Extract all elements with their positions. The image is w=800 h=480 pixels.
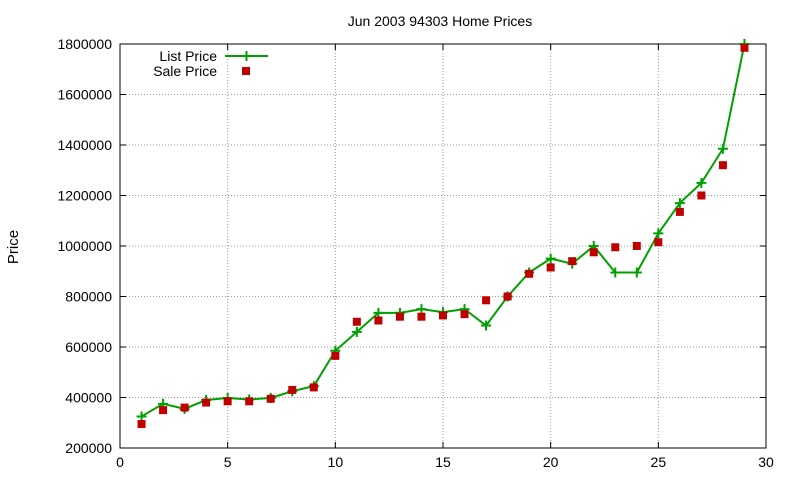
sale-price-point (288, 385, 297, 394)
list-price-point (416, 304, 427, 315)
x-tick-label: 0 (116, 454, 124, 470)
y-tick-label: 200000 (65, 440, 112, 456)
x-tick-label: 5 (224, 454, 232, 470)
y-tick-label: 800000 (65, 289, 112, 305)
sale-price-point (331, 351, 340, 360)
sale-price-point (137, 420, 146, 429)
list-price-point (136, 411, 147, 422)
x-tick-label: 20 (543, 454, 559, 470)
legend-marker-sale-price (242, 67, 250, 75)
list-price-point (696, 177, 707, 188)
x-tick-label: 15 (435, 454, 451, 470)
sale-price-point (417, 312, 426, 321)
grid-lines (120, 44, 766, 448)
list-price-point (717, 143, 728, 154)
sale-price-point (503, 292, 512, 301)
list-price-point (631, 267, 642, 278)
x-tick-label: 30 (758, 454, 774, 470)
sale-price-point (460, 310, 469, 319)
sale-price-point (309, 383, 318, 392)
list-price-point (653, 228, 664, 239)
y-tick-label: 1400000 (57, 137, 112, 153)
y-tick-label: 600000 (65, 339, 112, 355)
sale-price-point (159, 406, 168, 415)
sale-price-point (223, 397, 232, 406)
sale-price-point (675, 207, 684, 216)
axes (119, 43, 767, 449)
y-tick-label: 400000 (65, 390, 112, 406)
sale-price-point (718, 161, 727, 170)
list-price-point (674, 198, 685, 209)
y-tick-label: 1800000 (57, 36, 112, 52)
list-price-point (373, 307, 384, 318)
sale-price-point (525, 269, 534, 278)
sale-price-point (697, 191, 706, 200)
y-tick-label: 1200000 (57, 188, 112, 204)
list-price-point (351, 326, 362, 337)
sale-price-point (632, 242, 641, 250)
list-price-point (610, 267, 621, 278)
sale-price-point (740, 43, 749, 52)
list-price-point (545, 253, 556, 264)
sale-price-point (482, 296, 491, 305)
list-price-point (481, 320, 492, 331)
sale-price-point (395, 312, 404, 321)
sale-price-point (374, 316, 383, 325)
sale-price-point (546, 263, 555, 272)
sale-price-point (202, 398, 211, 407)
y-tick-label: 1000000 (57, 238, 112, 254)
sale-price-point (352, 317, 361, 326)
sale-price-point (439, 311, 447, 320)
sale-price-point (611, 243, 620, 252)
chart-title: Jun 2003 94303 Home Prices (348, 13, 532, 29)
sale-price-point (589, 248, 598, 257)
sale-price-point (654, 238, 663, 247)
x-tick-label: 10 (328, 454, 344, 470)
y-tick-label: 1600000 (57, 87, 112, 103)
tick-labels: 0 5 10 15 20 25 30 200000 400000 600000 800000 1000… (57, 36, 774, 470)
sale-price-point (266, 394, 275, 403)
sale-price-point (245, 397, 254, 406)
legend: List Price Sale Price (153, 48, 268, 79)
legend-marker-list-price (241, 51, 252, 61)
sale-price-point (568, 257, 577, 266)
sale-price-point (180, 403, 189, 412)
series-sale-price (137, 43, 749, 429)
x-tick-label: 25 (651, 454, 667, 470)
legend-label-sale-price: Sale Price (153, 63, 217, 79)
legend-label-list-price: List Price (159, 48, 217, 64)
y-axis-label: Price (5, 230, 22, 264)
